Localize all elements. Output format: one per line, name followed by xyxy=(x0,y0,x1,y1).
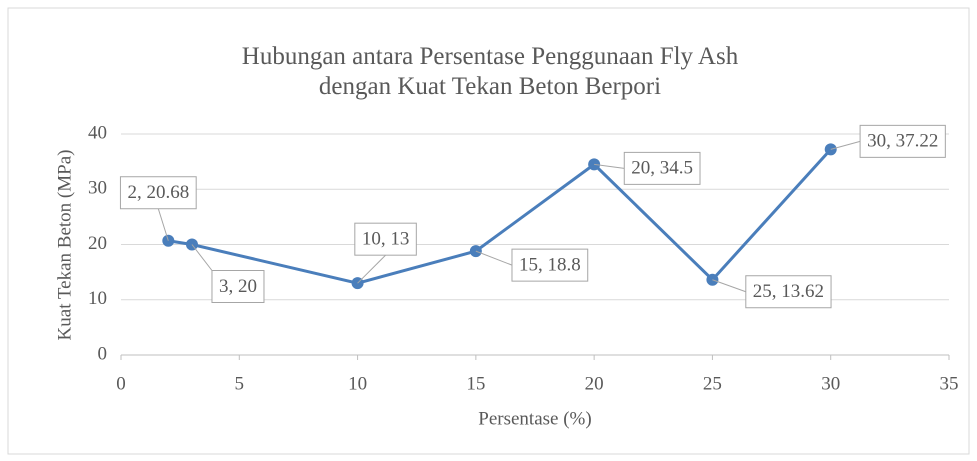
x-tick-label: 0 xyxy=(116,373,126,394)
label-box xyxy=(354,222,417,256)
data-label: 3, 20 xyxy=(219,276,257,297)
label-box xyxy=(623,151,701,185)
label-leader xyxy=(475,250,513,266)
data-label: 10, 13 xyxy=(362,229,410,250)
label-box xyxy=(745,275,832,309)
x-tick-label: 25 xyxy=(703,373,722,394)
data-label: 20, 34.5 xyxy=(631,158,693,179)
label-leader xyxy=(157,208,169,241)
label-leader xyxy=(191,244,213,271)
chart-frame xyxy=(7,7,970,455)
x-tick-label: 10 xyxy=(348,373,367,394)
x-tick-label: 30 xyxy=(821,373,840,394)
label-leader xyxy=(712,279,746,293)
label-leader xyxy=(357,254,386,284)
label-box xyxy=(859,124,946,158)
label-leader xyxy=(594,163,625,169)
label-box xyxy=(211,270,265,303)
x-axis-title: Persentase (%) xyxy=(478,408,591,429)
label-box xyxy=(119,176,197,210)
data-label: 30, 37.22 xyxy=(867,131,938,152)
y-tick-label: 30 xyxy=(88,178,107,199)
data-label: 25, 13.62 xyxy=(753,281,824,302)
y-axis-title: Kuat Tekan Beton (MPa) xyxy=(54,150,75,341)
y-tick-label: 0 xyxy=(98,343,108,364)
x-tick-label: 15 xyxy=(466,373,485,394)
chart-title: Hubungan antara Persentase Penggunaan Fl… xyxy=(241,43,739,100)
label-leader xyxy=(830,140,861,150)
y-tick-label: 20 xyxy=(88,233,107,254)
x-tick-label: 35 xyxy=(940,373,959,394)
data-label: 2, 20.68 xyxy=(127,182,189,203)
x-tick-label: 5 xyxy=(235,373,245,394)
y-tick-label: 40 xyxy=(88,122,107,143)
label-box xyxy=(511,248,589,282)
y-tick-label: 10 xyxy=(88,288,107,309)
x-tick-label: 20 xyxy=(585,373,604,394)
data-label: 15, 18.8 xyxy=(519,254,581,275)
